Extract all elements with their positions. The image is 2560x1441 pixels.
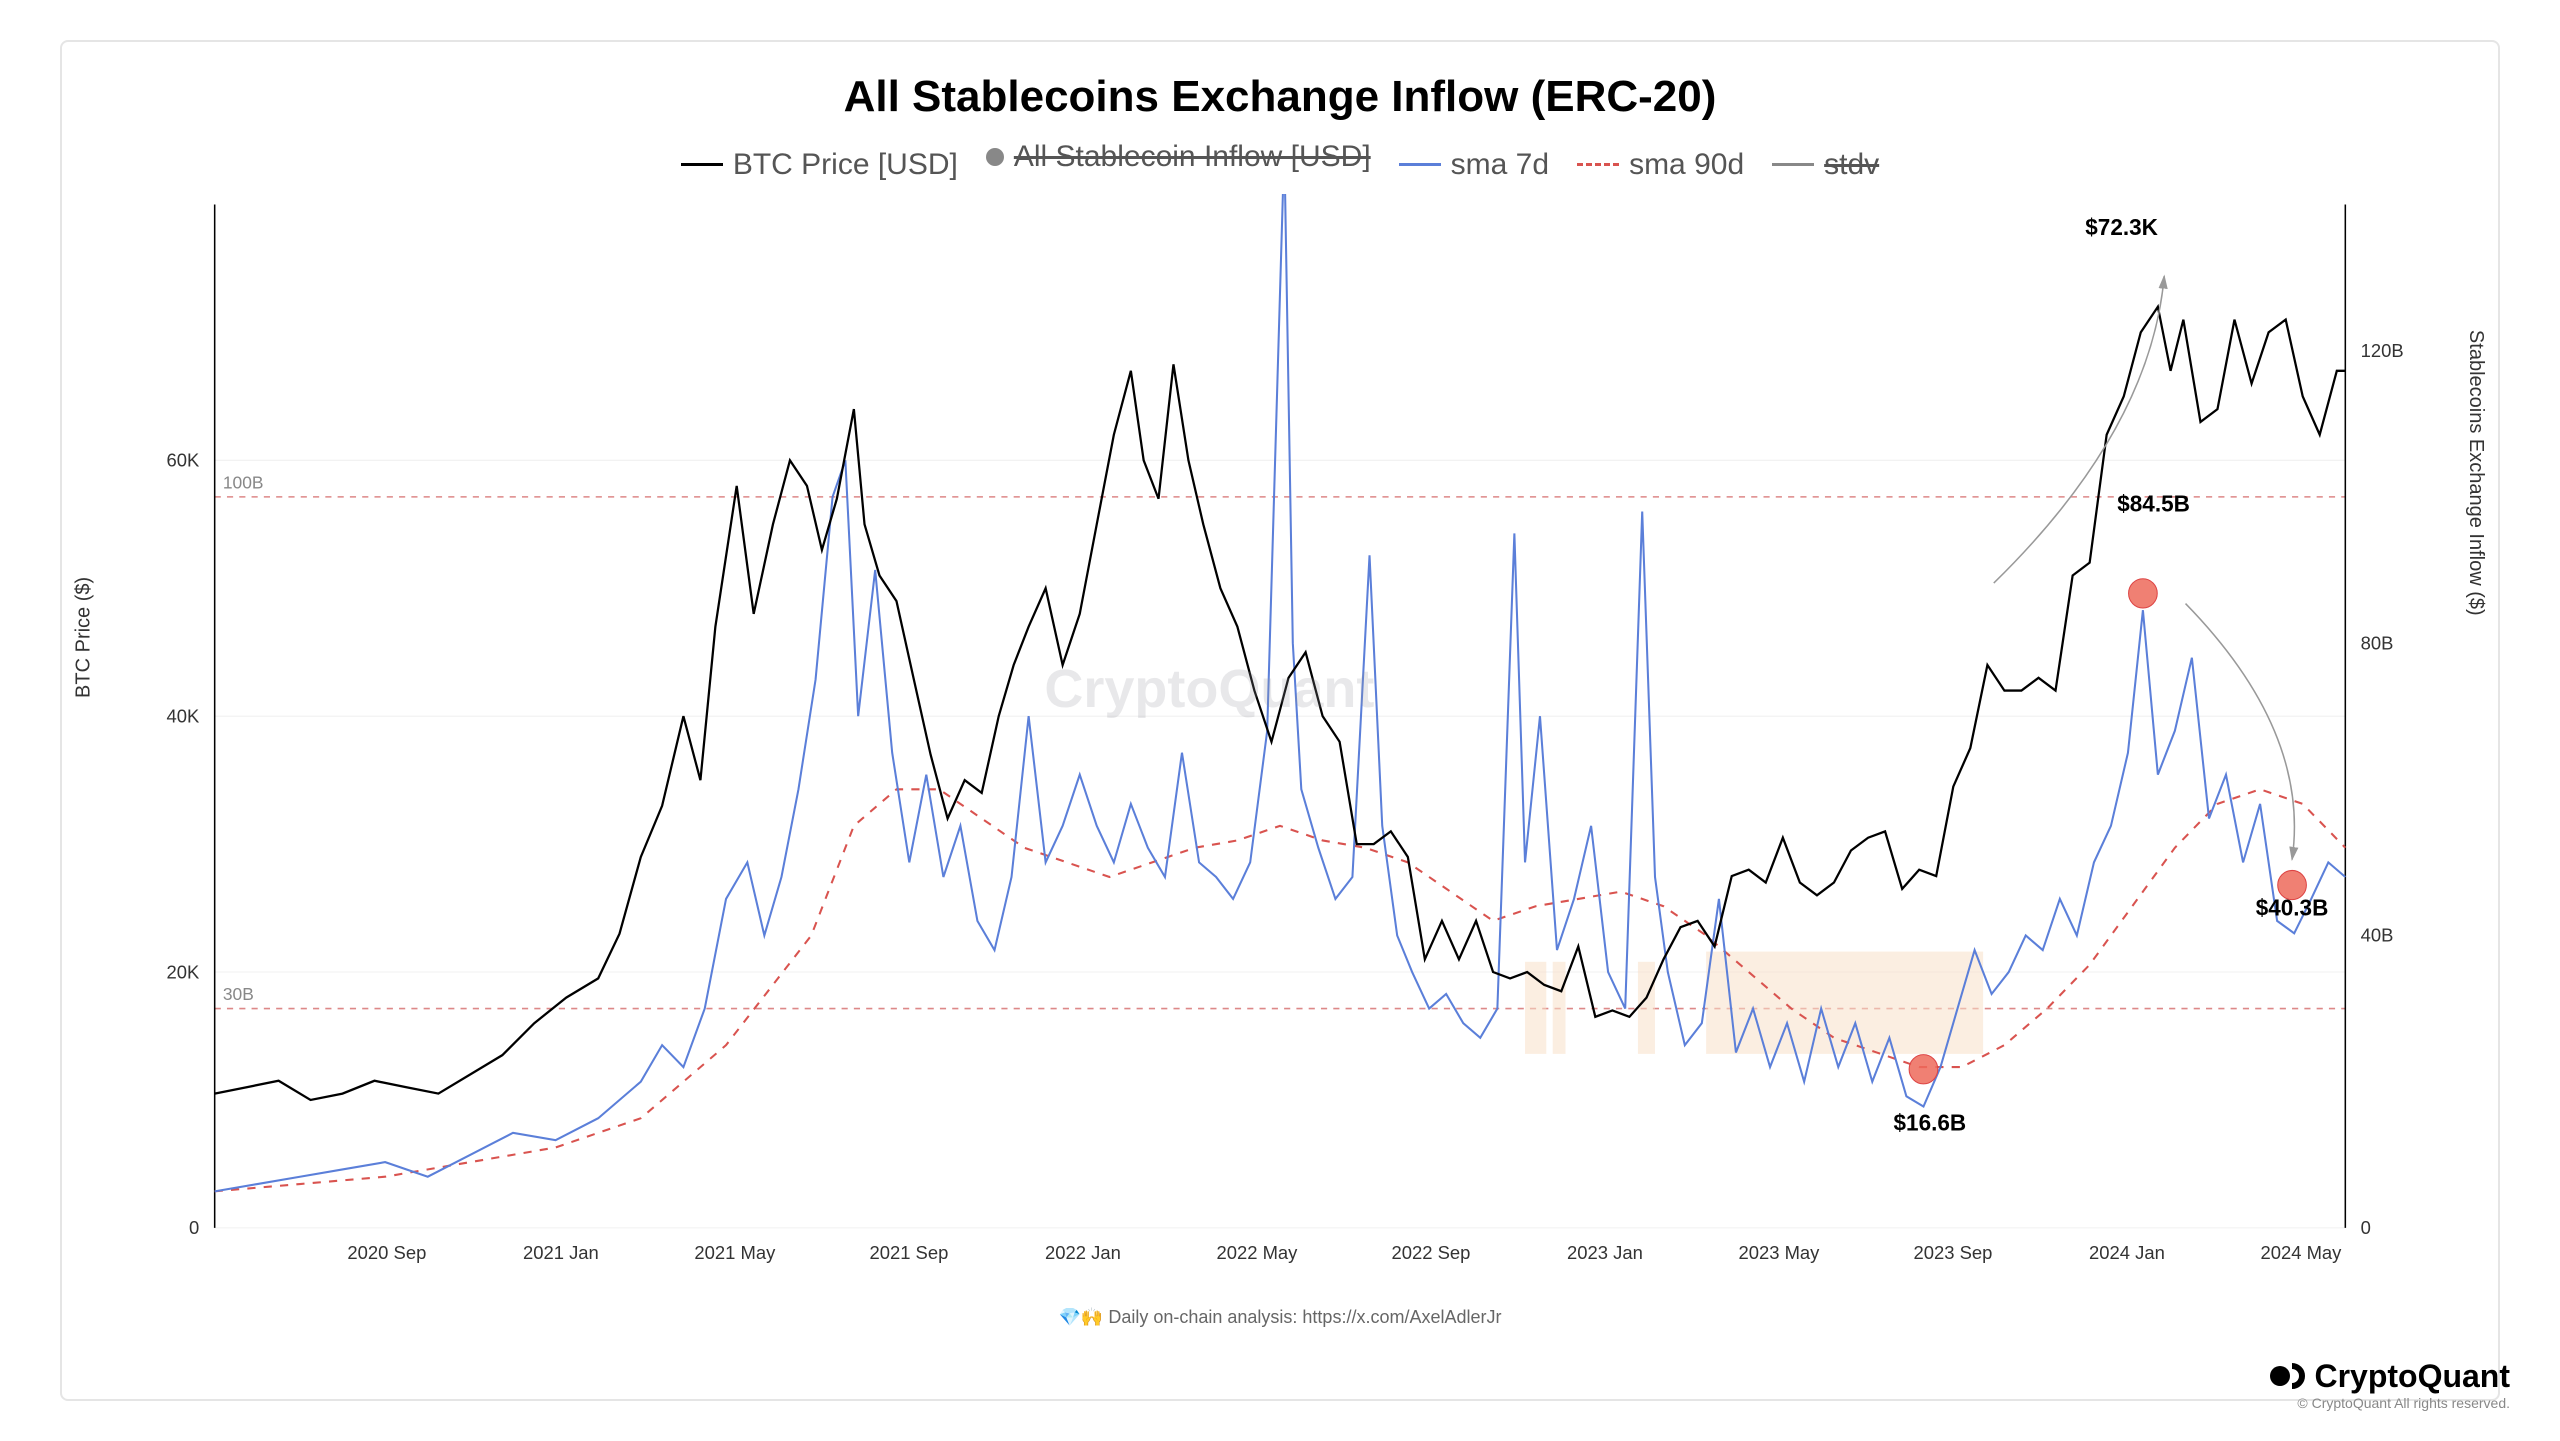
legend-item[interactable]: BTC Price [USD] [681,148,958,182]
svg-text:2022 Sep: 2022 Sep [1391,1242,1470,1263]
svg-text:2023 May: 2023 May [1738,1242,1820,1263]
svg-text:30B: 30B [223,984,254,1004]
svg-text:$16.6B: $16.6B [1894,1109,1967,1135]
brand-copyright: © CryptoQuant All rights reserved. [2270,1395,2510,1411]
svg-text:2021 May: 2021 May [694,1242,776,1263]
svg-text:40B: 40B [2361,924,2394,945]
svg-text:2021 Sep: 2021 Sep [869,1242,948,1263]
svg-text:2022 May: 2022 May [1216,1242,1298,1263]
y-axis-right-label: Stablecoins Exchange Inflow ($) [2465,330,2488,616]
legend: BTC Price [USD] All Stablecoin Inflow [US… [102,140,2458,182]
chart-svg: 0 20K 40K 60K 0 40B 80B 120B 2020 Sep 2021 Jan 202… [102,194,2458,1301]
svg-text:$84.5B: $84.5B [2117,490,2190,516]
svg-text:$40.3B: $40.3B [2256,894,2329,920]
svg-text:2024 Jan: 2024 Jan [2089,1242,2165,1263]
legend-item[interactable]: sma 7d [1399,148,1549,182]
chart-title: All Stablecoins Exchange Inflow (ERC-20) [102,72,2458,122]
svg-text:2023 Sep: 2023 Sep [1913,1242,1992,1263]
svg-text:20K: 20K [167,961,200,982]
svg-text:0: 0 [2361,1216,2371,1237]
svg-text:80B: 80B [2361,632,2394,653]
y-axis-left-label: BTC Price ($) [73,577,96,698]
footer-text: 💎🙌 Daily on-chain analysis: https://x.co… [102,1307,2458,1328]
legend-item[interactable]: sma 90d [1577,148,1744,182]
svg-text:2020 Sep: 2020 Sep [347,1242,426,1263]
svg-text:2024 May: 2024 May [2260,1242,2342,1263]
brand-logo-icon [2270,1362,2306,1390]
svg-text:$72.3K: $72.3K [2085,213,2158,239]
brand: CryptoQuant © CryptoQuant All rights res… [2270,1358,2510,1412]
svg-text:0: 0 [189,1216,199,1237]
svg-text:40K: 40K [167,705,200,726]
legend-item[interactable]: All Stablecoin Inflow [USD] [986,140,1371,174]
chart-container: All Stablecoins Exchange Inflow (ERC-20)… [60,40,2500,1401]
svg-text:100B: 100B [223,472,264,492]
svg-text:120B: 120B [2361,339,2404,360]
svg-text:2022 Jan: 2022 Jan [1045,1242,1121,1263]
legend-item[interactable]: stdv [1772,148,1879,182]
plot-area: BTC Price ($) Stablecoins Exchange Inflo… [102,194,2458,1301]
svg-text:60K: 60K [167,449,200,470]
brand-name: CryptoQuant [2314,1358,2510,1395]
svg-text:2021 Jan: 2021 Jan [523,1242,599,1263]
svg-text:2023 Jan: 2023 Jan [1567,1242,1643,1263]
